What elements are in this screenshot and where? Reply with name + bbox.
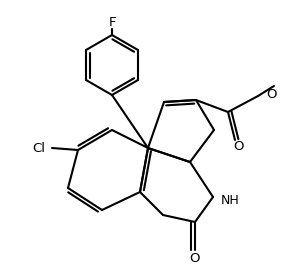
Text: NH: NH — [221, 194, 240, 207]
Text: O: O — [233, 140, 243, 153]
Text: Cl: Cl — [32, 141, 45, 155]
Text: F: F — [108, 16, 116, 28]
Text: O: O — [266, 88, 276, 100]
Text: O: O — [190, 251, 200, 265]
